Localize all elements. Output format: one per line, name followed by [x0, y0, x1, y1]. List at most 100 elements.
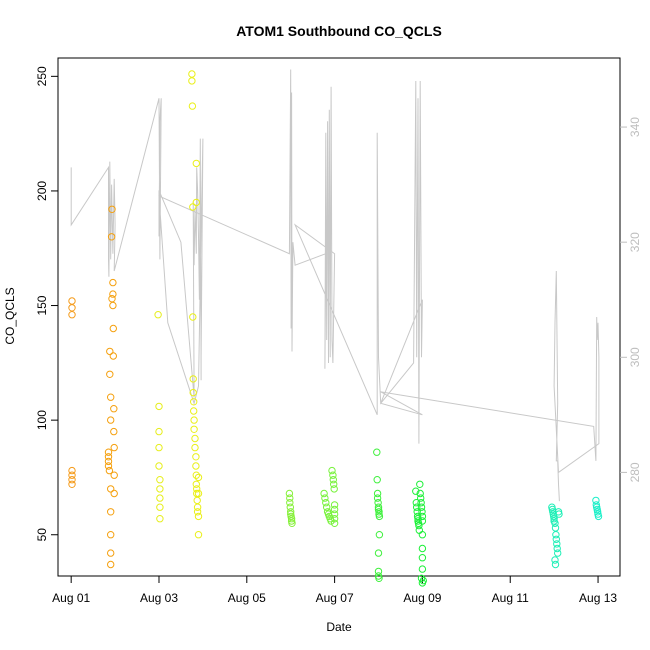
- y2-tick-label: 340: [628, 117, 642, 137]
- data-point: [106, 370, 114, 378]
- data-point: [104, 453, 113, 461]
- data-point: [108, 205, 116, 214]
- data-point: [104, 448, 113, 456]
- data-point: [194, 512, 203, 521]
- data-point: [188, 70, 196, 78]
- data-point: [189, 375, 197, 383]
- data-point: [330, 510, 339, 518]
- data-point: [192, 471, 201, 479]
- y-axis: 50 100 150 200 250: [35, 66, 58, 541]
- data-point: [329, 471, 337, 479]
- x-axis-label: Date: [326, 620, 352, 634]
- data-point: [418, 579, 427, 587]
- data-point: [192, 159, 201, 168]
- y-axis-label: CO_QCLS: [3, 287, 17, 344]
- data-point: [555, 510, 563, 518]
- data-point: [330, 480, 338, 488]
- data-point: [418, 517, 427, 525]
- data-point: [417, 494, 425, 502]
- data-point: [323, 503, 331, 511]
- altitude-polyline: [70, 69, 600, 502]
- x-axis: Aug 01 Aug 03 Aug 05 Aug 07 Aug 09 Aug 11 Aug …: [52, 576, 617, 605]
- data-point: [107, 560, 115, 569]
- x-tick-label: Aug 11: [492, 591, 529, 605]
- data-point: [192, 198, 201, 207]
- y-tick-label: 100: [35, 410, 49, 430]
- data-point: [109, 278, 117, 287]
- data-point: [321, 494, 329, 502]
- data-point: [110, 471, 118, 479]
- data-point: [415, 526, 423, 534]
- data-point: [110, 405, 118, 413]
- data-point: [189, 388, 197, 397]
- data-point: [109, 301, 117, 310]
- data-point: [193, 496, 201, 505]
- data-point: [551, 524, 560, 532]
- data-point: [417, 574, 426, 582]
- series-group: [188, 70, 203, 539]
- data-point: [106, 347, 114, 356]
- data-point: [330, 501, 339, 509]
- data-point: [418, 508, 426, 516]
- data-point: [107, 233, 116, 241]
- data-point: [418, 554, 427, 562]
- data-point: [374, 549, 383, 557]
- data-point: [551, 556, 559, 564]
- data-point: [107, 508, 115, 516]
- data-point: [192, 462, 200, 470]
- data-point: [329, 476, 337, 484]
- data-point: [109, 324, 118, 333]
- data-point: [413, 508, 421, 516]
- data-point: [68, 471, 76, 479]
- data-point: [330, 485, 338, 493]
- data-point: [320, 489, 328, 498]
- data-point: [68, 311, 76, 319]
- series-group: [548, 503, 563, 569]
- data-point: [551, 519, 559, 527]
- data-point: [156, 503, 164, 511]
- data-point: [190, 425, 198, 433]
- data-point: [194, 489, 203, 498]
- data-point: [192, 453, 200, 461]
- data-point: [375, 531, 384, 539]
- series-group: [104, 205, 118, 569]
- data-point: [191, 434, 199, 443]
- data-point: [373, 448, 381, 456]
- data-point: [414, 515, 422, 523]
- data-point: [286, 499, 294, 507]
- data-point: [189, 313, 197, 321]
- y2-tick-label: 280: [628, 462, 642, 482]
- data-point: [553, 544, 561, 553]
- data-point: [109, 352, 118, 360]
- data-point: [191, 443, 199, 452]
- data-point: [286, 503, 294, 511]
- data-point: [188, 102, 197, 110]
- data-point: [375, 574, 383, 582]
- data-point: [375, 512, 384, 521]
- data-point: [156, 515, 164, 523]
- data-point: [193, 503, 202, 511]
- data-point: [155, 443, 163, 452]
- y-tick-label: 150: [35, 295, 49, 315]
- data-point: [189, 203, 197, 211]
- data-point: [417, 503, 426, 511]
- x-tick-label: Aug 09: [403, 591, 441, 605]
- data-point: [417, 499, 425, 507]
- data-point: [550, 515, 558, 523]
- series-group: [592, 496, 603, 521]
- data-point: [412, 499, 420, 507]
- data-point: [156, 476, 164, 484]
- data-point: [107, 393, 115, 401]
- data-point: [193, 508, 202, 516]
- data-point: [552, 531, 560, 539]
- data-point: [155, 427, 163, 436]
- data-point: [413, 503, 421, 511]
- data-point: [192, 480, 201, 488]
- right-y-axis: 280 300 320 340: [620, 117, 642, 482]
- data-point: [107, 416, 115, 424]
- data-point: [287, 508, 295, 516]
- x-tick-label: Aug 03: [140, 591, 178, 605]
- data-point: [155, 402, 163, 411]
- data-point: [330, 505, 339, 514]
